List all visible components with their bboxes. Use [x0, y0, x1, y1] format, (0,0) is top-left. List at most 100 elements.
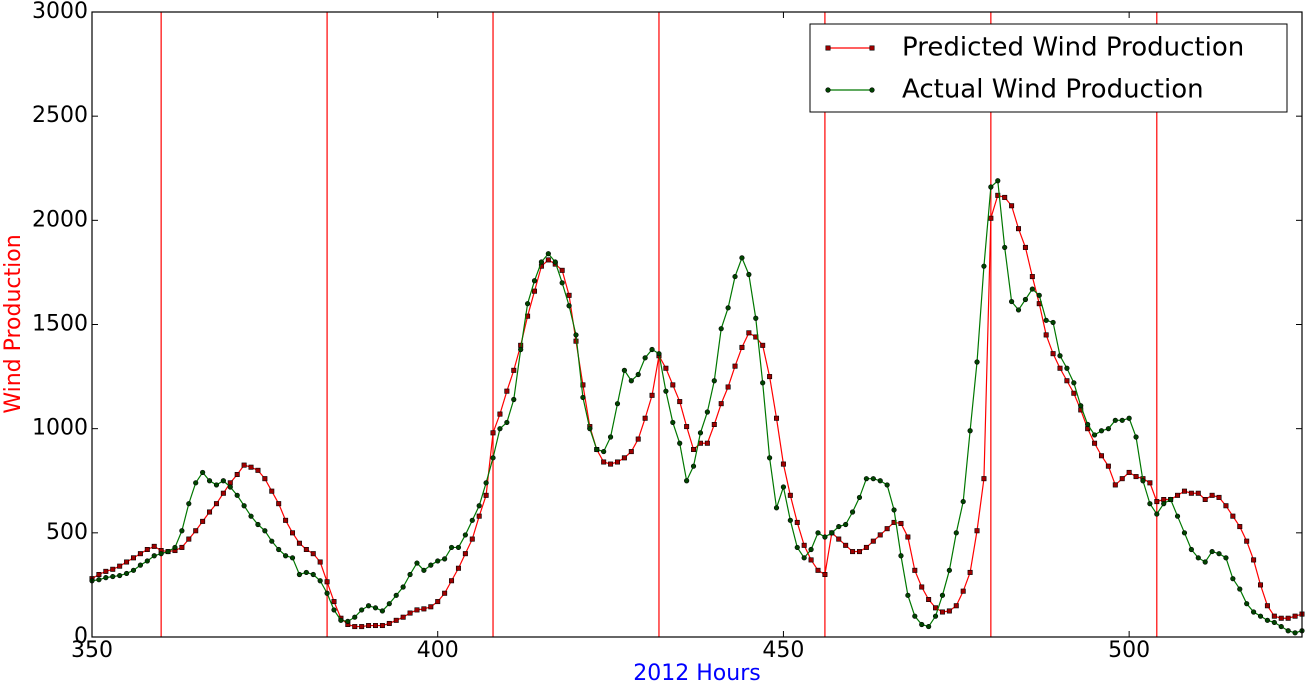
marker — [393, 592, 399, 598]
marker — [117, 572, 123, 579]
marker — [725, 384, 731, 390]
marker — [580, 382, 586, 388]
marker — [1271, 619, 1277, 626]
legend-label: Actual Wind Production — [902, 75, 1204, 105]
marker — [400, 584, 406, 590]
marker — [877, 478, 883, 484]
marker — [352, 614, 358, 620]
marker — [276, 501, 282, 507]
marker — [760, 380, 766, 386]
marker — [787, 517, 793, 523]
y-tick-label: 1000 — [32, 416, 88, 441]
legend-marker — [869, 45, 875, 51]
marker — [1015, 307, 1022, 313]
marker — [200, 518, 206, 524]
legend-label: Predicted Wind Production — [902, 33, 1244, 63]
marker — [642, 355, 648, 361]
marker — [1195, 490, 1201, 496]
marker — [296, 571, 303, 578]
marker — [518, 346, 524, 353]
marker — [331, 607, 337, 613]
marker — [946, 608, 952, 614]
marker — [303, 569, 309, 576]
marker — [435, 558, 441, 564]
marker — [213, 501, 219, 507]
marker — [746, 330, 752, 336]
marker — [1147, 480, 1153, 486]
marker — [504, 388, 510, 394]
marker — [801, 542, 807, 548]
marker — [476, 503, 482, 509]
marker — [186, 536, 192, 542]
marker — [455, 544, 462, 551]
marker — [1292, 630, 1298, 636]
marker — [912, 567, 918, 573]
marker — [428, 562, 434, 568]
marker — [96, 577, 102, 583]
marker — [614, 401, 621, 407]
marker — [462, 551, 468, 557]
plot-frame — [91, 11, 1303, 638]
marker — [144, 558, 150, 564]
legend — [809, 23, 1288, 113]
marker — [670, 382, 676, 388]
marker — [628, 449, 634, 455]
marker — [283, 553, 289, 559]
x-tick-label: 500 — [1108, 638, 1150, 663]
marker — [960, 588, 966, 594]
marker — [718, 401, 724, 407]
marker — [324, 590, 330, 596]
marker — [130, 555, 136, 561]
marker — [379, 623, 385, 629]
marker — [677, 440, 683, 446]
marker — [767, 374, 773, 380]
y-tick-label: 2000 — [32, 207, 88, 232]
marker — [621, 455, 627, 461]
marker — [1181, 530, 1188, 536]
marker — [255, 521, 261, 528]
marker — [974, 528, 980, 534]
marker — [476, 513, 482, 519]
marker — [1029, 274, 1035, 280]
marker — [691, 446, 697, 452]
marker — [289, 555, 296, 561]
marker — [1216, 551, 1222, 557]
marker — [649, 392, 655, 398]
marker — [449, 578, 455, 584]
marker — [580, 394, 586, 401]
marker — [732, 363, 738, 369]
marker — [801, 555, 807, 561]
marker — [469, 517, 475, 523]
marker — [442, 590, 448, 596]
marker — [739, 255, 745, 261]
series-line — [91, 179, 1303, 634]
x-tick-label: 400 — [417, 638, 459, 663]
marker — [262, 476, 268, 482]
marker — [269, 538, 275, 544]
marker — [995, 178, 1001, 184]
marker — [179, 528, 185, 534]
marker — [863, 544, 869, 550]
marker — [1105, 426, 1111, 432]
marker — [1250, 609, 1257, 615]
marker — [241, 503, 247, 509]
marker — [158, 551, 164, 557]
marker — [822, 571, 828, 577]
marker — [227, 484, 233, 490]
marker — [511, 367, 517, 373]
marker — [110, 573, 116, 580]
marker — [573, 332, 579, 338]
marker — [1112, 482, 1118, 488]
marker — [1105, 463, 1111, 469]
marker — [359, 624, 365, 630]
marker — [780, 461, 786, 467]
marker — [1285, 615, 1291, 621]
marker — [1133, 434, 1139, 440]
marker — [1057, 353, 1063, 359]
marker — [331, 599, 337, 605]
marker — [1209, 492, 1215, 498]
marker — [207, 509, 213, 515]
marker — [511, 396, 517, 403]
marker — [1161, 496, 1167, 502]
